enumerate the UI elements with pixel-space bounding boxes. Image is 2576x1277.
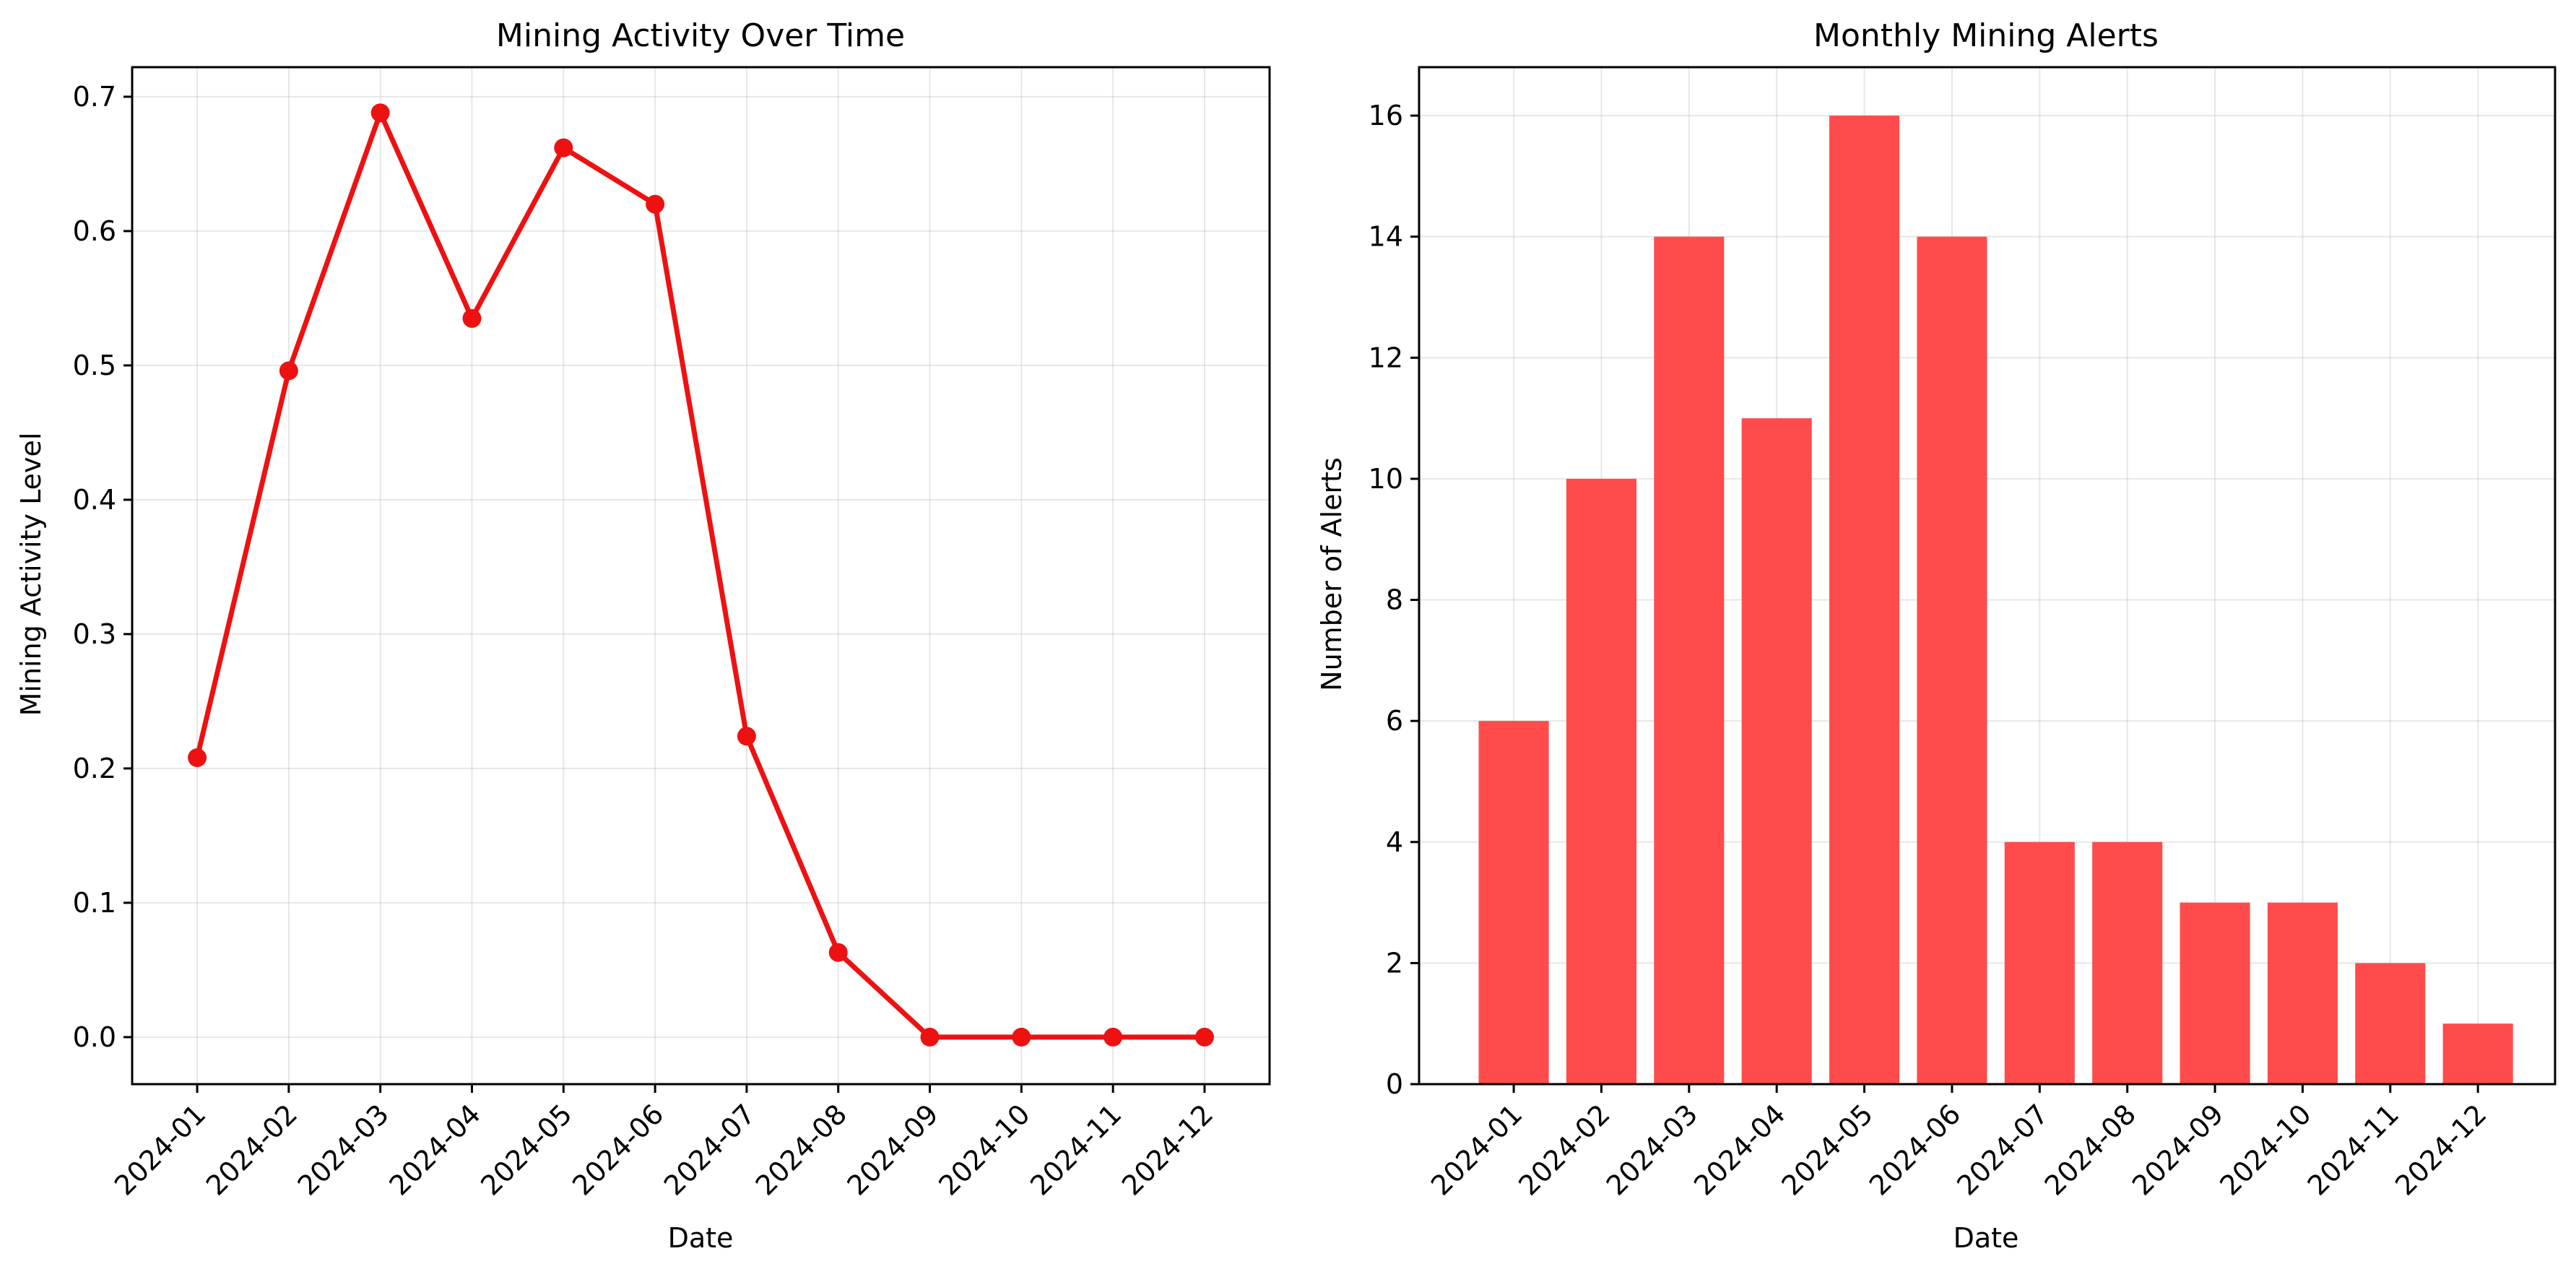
line-chart-series <box>188 103 1214 1047</box>
line-chart-point <box>920 1027 940 1047</box>
line-chart-point <box>554 138 573 157</box>
line-chart-y-tick-label: 0.4 <box>73 484 116 516</box>
line-chart-point <box>370 103 390 123</box>
bar-chart-y-tick-label: 14 <box>1369 221 1403 253</box>
line-chart-y-axis-label: Mining Activity Level <box>15 433 47 717</box>
bar-chart-plot-frame <box>1418 66 2557 1086</box>
line-chart-point <box>1194 1027 1214 1047</box>
bar-chart-y-tick-label: 4 <box>1386 826 1403 858</box>
line-chart-point <box>1012 1027 1031 1047</box>
bar-chart-y-tick-label: 6 <box>1386 705 1403 737</box>
bar-chart-bar <box>1741 418 1812 1084</box>
bar-chart-bar <box>2355 963 2426 1084</box>
line-chart-point <box>279 361 298 381</box>
line-chart-point <box>462 308 482 328</box>
bar-chart-x-axis-label: Date <box>1953 1222 2019 1254</box>
bar-chart-bar <box>1566 478 1637 1084</box>
bar-chart-y-tick-label: 0 <box>1386 1068 1403 1100</box>
bar-chart-bar <box>2004 841 2075 1084</box>
line-chart-y-tick-label: 0.5 <box>73 350 116 381</box>
bar-chart-y-tick-label: 12 <box>1369 342 1403 373</box>
line-chart-y-tick-label: 0.1 <box>73 887 116 919</box>
bar-chart-bar <box>1917 236 1987 1085</box>
line-chart-title: Mining Activity Over Time <box>496 17 905 54</box>
line-chart-point <box>1103 1027 1123 1047</box>
line-chart-point <box>188 748 207 768</box>
line-chart-y-tick-label: 0.6 <box>73 215 116 247</box>
line-chart-point <box>646 194 665 214</box>
bar-chart-y-axis-label: Number of Alerts <box>1316 457 1348 691</box>
bar-chart-bar <box>1829 116 1900 1085</box>
line-chart-x-axis-label: Date <box>668 1222 734 1254</box>
line-chart-y-tick-label: 0.3 <box>73 618 116 650</box>
bar-chart-bar <box>1654 236 1725 1085</box>
bar-chart-bar <box>2442 1023 2513 1084</box>
line-chart-point <box>828 943 848 962</box>
bar-chart-y-tick-label: 10 <box>1369 463 1403 495</box>
bar-chart-y-tick-label: 16 <box>1369 100 1403 131</box>
bar-chart-bar <box>2180 902 2250 1084</box>
bar-chart-bar <box>1478 721 1549 1084</box>
line-chart-y-tick-label: 0.0 <box>73 1021 116 1053</box>
bar-chart-bar <box>2092 841 2163 1084</box>
line-chart-plot-frame <box>131 66 1271 1086</box>
bar-chart-y-tick-label: 8 <box>1386 584 1403 616</box>
bar-chart-bar <box>2267 902 2338 1084</box>
line-chart-series-line <box>194 110 1207 1040</box>
bar-chart-y-tick-label: 2 <box>1386 947 1403 979</box>
line-chart-y-tick-label: 0.7 <box>73 81 116 113</box>
line-chart-y-tick-label: 0.2 <box>73 753 116 784</box>
line-chart-point <box>737 727 756 746</box>
bar-chart-bars <box>1478 116 2513 1085</box>
bar-chart-title: Monthly Mining Alerts <box>1813 17 2159 54</box>
